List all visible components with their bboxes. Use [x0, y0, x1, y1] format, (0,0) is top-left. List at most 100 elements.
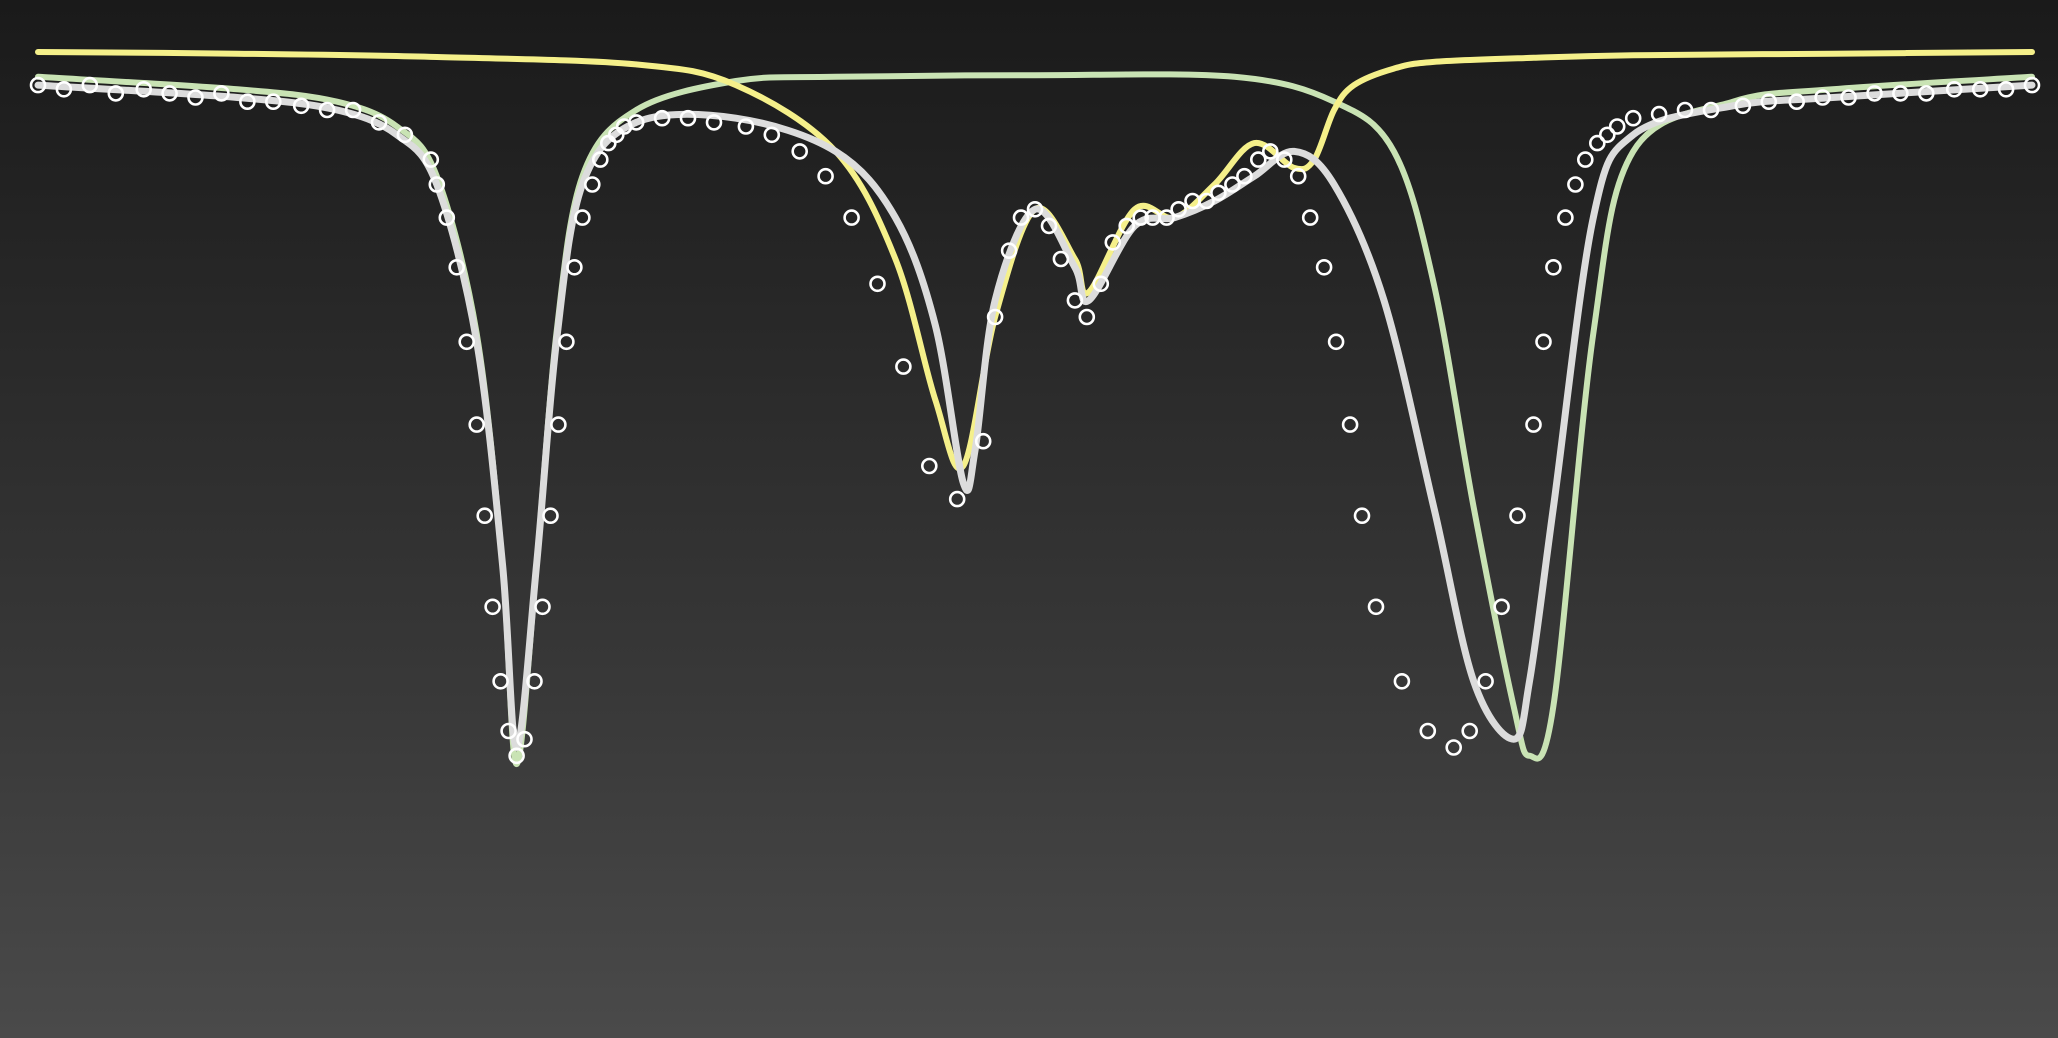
data-point [705, 114, 723, 131]
data-point [1557, 209, 1574, 226]
data-point [422, 151, 440, 168]
data-point [2023, 76, 2041, 94]
data-point [1535, 333, 1552, 351]
data-point [1210, 184, 1227, 202]
data-point [1327, 333, 1345, 351]
data-point [869, 275, 886, 293]
data-point [1918, 85, 1935, 102]
data-point [492, 672, 509, 690]
data-point [1158, 209, 1175, 226]
data-point [107, 85, 125, 102]
data-point [1788, 93, 1805, 110]
component-yellow-layer [35, 49, 2035, 472]
component-green-layer [35, 71, 2035, 768]
data-point [986, 308, 1004, 326]
data-point [1624, 109, 1642, 127]
data-point [1509, 507, 1526, 525]
data-point [1026, 201, 1044, 218]
data-point [948, 490, 966, 508]
data-point [135, 81, 152, 98]
data-point [1250, 151, 1267, 168]
data-point [1000, 242, 1018, 259]
data-point [1866, 85, 1883, 102]
data-point [1052, 250, 1070, 268]
total-fit-layer [34, 81, 2036, 751]
data-point [1892, 85, 1909, 102]
component-green-line [35, 71, 2035, 768]
data-point [1650, 105, 1668, 123]
component-yellow-line [35, 49, 2035, 472]
data-point [1461, 722, 1478, 740]
data-point [1315, 258, 1333, 276]
data-point [1419, 722, 1437, 740]
data-point [591, 151, 609, 168]
data-point [627, 114, 645, 131]
data-point [476, 507, 494, 525]
data-point [370, 114, 388, 131]
data-point [1702, 101, 1720, 119]
data-point [550, 416, 567, 433]
data-point [1341, 416, 1359, 433]
data-point [29, 76, 47, 94]
data-point [213, 85, 230, 102]
data-point [1997, 81, 2015, 98]
data-point [1092, 275, 1110, 293]
data-point [1236, 167, 1253, 185]
data-point [1734, 97, 1752, 115]
data-point [1393, 672, 1411, 690]
data-point [1945, 81, 1963, 98]
data-point [1760, 93, 1778, 110]
data-point [1840, 89, 1857, 106]
data-point [428, 176, 446, 193]
data-point [791, 143, 809, 160]
data-point [974, 432, 992, 450]
data-point [1445, 739, 1462, 756]
data-point [558, 333, 575, 351]
data-point [1493, 598, 1510, 616]
data-point [534, 598, 551, 616]
data-point [1012, 209, 1030, 226]
data-point [508, 747, 525, 765]
data-point [1118, 217, 1135, 235]
data-point [81, 76, 99, 94]
data-point [1525, 416, 1542, 433]
data-point [1040, 217, 1058, 235]
data-point [1567, 176, 1584, 193]
data-point [1132, 209, 1149, 226]
data-point [817, 167, 834, 185]
data-point [292, 97, 310, 115]
data-point [1066, 292, 1084, 309]
data-point [318, 101, 336, 119]
data-point [1477, 672, 1494, 690]
data-point [1170, 201, 1187, 218]
data-point [1545, 258, 1562, 276]
data-point [895, 358, 912, 375]
data-point [1676, 101, 1694, 119]
data-point [1262, 143, 1279, 160]
data-point [653, 109, 671, 127]
data-point [583, 176, 601, 193]
data-point [1971, 81, 1989, 98]
total-fit-line [34, 81, 2036, 751]
data-point [1301, 209, 1319, 226]
data-point [679, 109, 697, 127]
data-point [1289, 167, 1307, 185]
data-point [566, 258, 583, 276]
data-point [763, 126, 781, 144]
data-point [1353, 507, 1371, 525]
data-point [737, 118, 755, 135]
data-point [468, 416, 486, 433]
data-point [1608, 118, 1626, 135]
data-point [516, 730, 533, 748]
data-point [1367, 598, 1385, 616]
data-point [55, 81, 73, 98]
data-point [484, 598, 501, 616]
data-point [458, 333, 476, 351]
data-point [344, 101, 362, 119]
data-point [526, 672, 543, 690]
data-point [920, 457, 938, 475]
data-point [396, 126, 414, 144]
data-point [1276, 151, 1293, 168]
data-point [574, 209, 591, 226]
